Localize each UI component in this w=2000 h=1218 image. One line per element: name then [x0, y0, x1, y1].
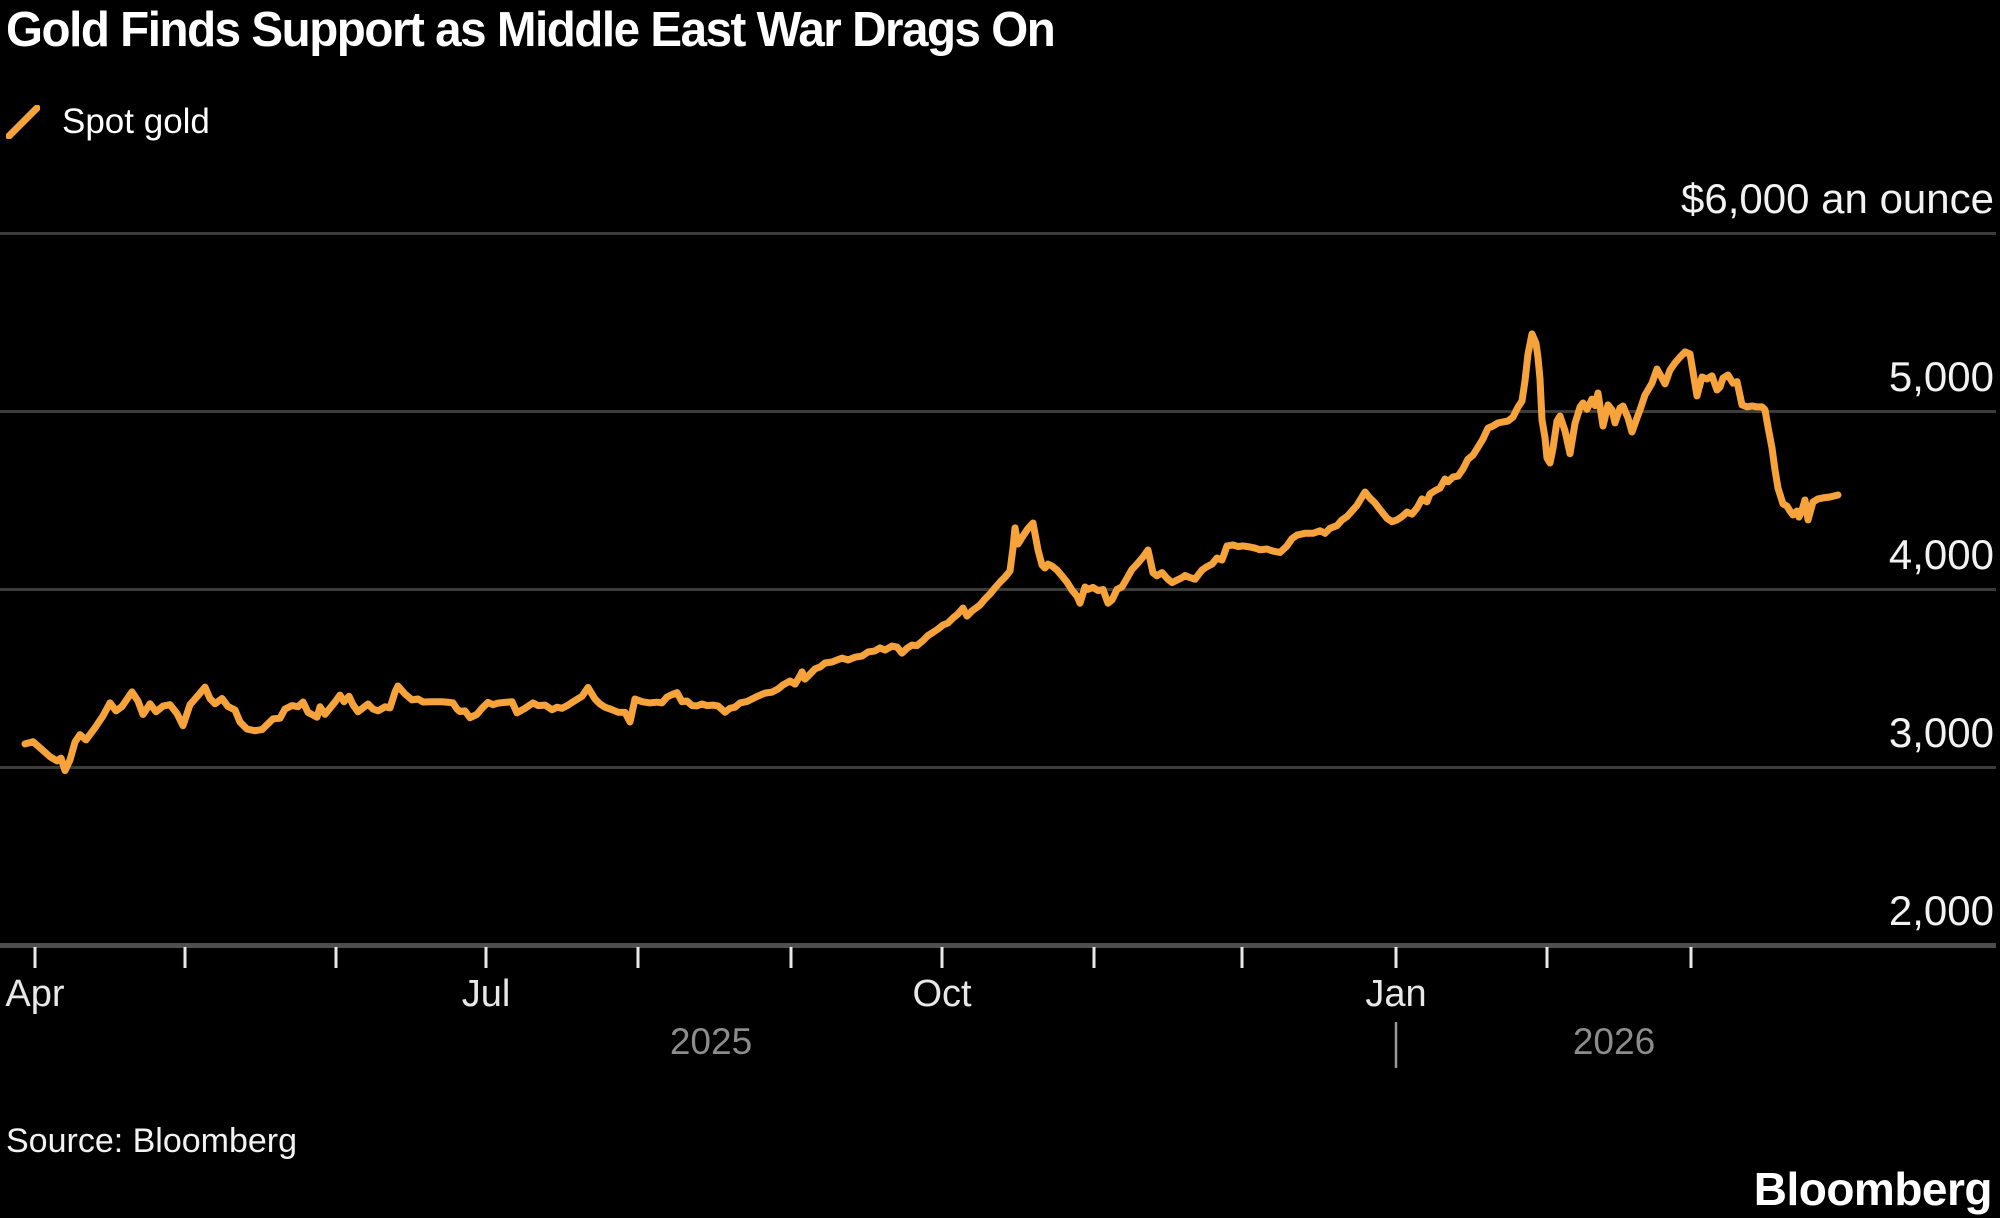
chart-title: Gold Finds Support as Middle East War Dr…	[6, 3, 1056, 57]
legend-slash-icon	[5, 104, 41, 140]
source-note: Source: Bloomberg	[6, 1122, 298, 1160]
spot-gold-line	[21, 330, 1842, 775]
month-label-Jul: Jul	[462, 973, 511, 1015]
y-label-4000: 4,000	[1889, 531, 1994, 578]
legend-label: Spot gold	[62, 102, 210, 141]
y-label-5000: 5,000	[1889, 353, 1994, 400]
year-label-2026: 2026	[1573, 1021, 1655, 1062]
legend: Spot gold	[5, 101, 210, 143]
month-label-Apr: Apr	[5, 973, 64, 1015]
month-label-Jan: Jan	[1365, 973, 1426, 1015]
y-label-6000: $6,000 an ounce	[1681, 175, 1994, 222]
year-label-2025: 2025	[670, 1021, 752, 1062]
y-label-3000: 3,000	[1889, 709, 1994, 756]
bloomberg-logo: Bloomberg	[1753, 1163, 1993, 1215]
y-label-2000: 2,000	[1889, 887, 1994, 934]
month-label-Oct: Oct	[912, 973, 972, 1015]
